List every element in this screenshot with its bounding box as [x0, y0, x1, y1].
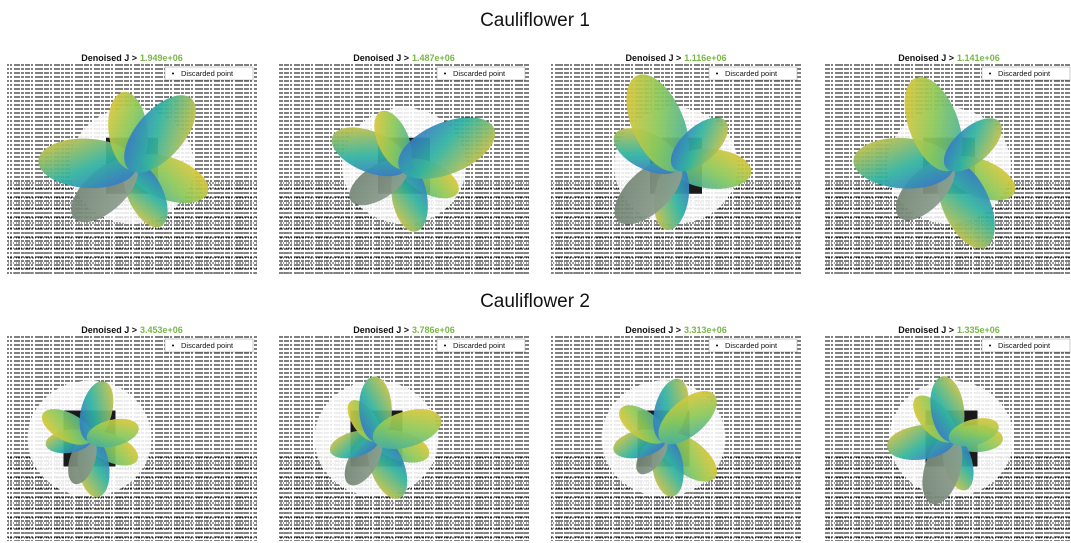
leaf	[943, 118, 1002, 172]
title-threshold: 1.335e+06	[957, 325, 1000, 335]
section-title: Cauliflower 2	[480, 291, 590, 312]
leaf	[658, 390, 717, 445]
legend: Discarded point	[981, 66, 1071, 81]
title-label: Denoised J >	[353, 325, 409, 335]
legend-box	[164, 66, 254, 81]
panel-title: Denoised J >1.335e+06	[898, 325, 1000, 335]
panel: Discarded point Denoised J >3.313e+06	[551, 325, 801, 541]
legend: Discarded point	[708, 66, 798, 81]
legend-box	[708, 66, 798, 81]
title-threshold: 1.487e+06	[412, 53, 455, 63]
leaf	[372, 409, 442, 450]
legend-marker	[716, 344, 718, 347]
legend-text: Discarded point	[998, 69, 1051, 78]
legend-marker	[172, 72, 174, 75]
title-threshold: 3.786e+06	[412, 325, 455, 335]
legend-text: Discarded point	[725, 341, 778, 350]
panel: Discarded point Denoised J >3.786e+06	[279, 325, 529, 541]
legend-marker	[172, 344, 174, 347]
title-threshold: 3.453e+06	[140, 325, 183, 335]
panel-title: Denoised J >1.949e+06	[81, 53, 183, 63]
panel-title: Denoised J >3.313e+06	[625, 325, 727, 335]
legend-box	[164, 338, 254, 353]
title-threshold: 1.116e+06	[684, 53, 726, 63]
title-threshold: 1.141e+06	[957, 53, 1000, 63]
point-cloud	[279, 336, 529, 541]
panel: Discarded point Denoised J >3.453e+06	[7, 325, 257, 541]
legend-marker	[989, 72, 991, 75]
legend: Discarded point	[164, 338, 254, 353]
legend-marker	[444, 72, 446, 75]
legend-box	[981, 66, 1071, 81]
leaf	[41, 409, 93, 445]
legend-box	[981, 338, 1071, 353]
panel: Discarded point Denoised J >1.487e+06	[279, 53, 529, 276]
leaf	[614, 159, 683, 225]
leaf	[38, 138, 137, 189]
panel-title: Denoised J >3.786e+06	[353, 325, 455, 335]
legend: Discarded point	[436, 66, 526, 81]
legend: Discarded point	[708, 338, 798, 353]
leaf	[930, 376, 965, 442]
legend-text: Discarded point	[725, 69, 778, 78]
title-label: Denoised J >	[353, 53, 409, 63]
legend-box	[436, 338, 526, 353]
panel-title: Denoised J >1.487e+06	[353, 53, 455, 63]
leaf	[904, 76, 963, 172]
leaf	[398, 117, 496, 179]
panel-title: Denoised J >1.141e+06	[898, 53, 1000, 63]
panel: Discarded point Denoised J >1.116e+06	[551, 53, 801, 276]
title-label: Denoised J >	[625, 53, 681, 63]
legend-text: Discarded point	[453, 69, 506, 78]
point-cloud	[7, 336, 257, 541]
legend: Discarded point	[164, 66, 254, 81]
section-title: Cauliflower 1	[480, 10, 590, 31]
title-label: Denoised J >	[625, 325, 681, 335]
panel: Discarded point Denoised J >1.335e+06	[824, 325, 1071, 541]
panel-title: Denoised J >3.453e+06	[81, 325, 183, 335]
legend-marker	[989, 344, 991, 347]
panel-title: Denoised J >1.116e+06	[625, 53, 726, 63]
leaf	[626, 74, 689, 172]
point-cloud	[824, 64, 1071, 276]
leaf	[124, 95, 196, 173]
legend-text: Discarded point	[181, 341, 234, 350]
panel: Discarded point Denoised J >1.949e+06	[7, 53, 257, 276]
title-label: Denoised J >	[81, 53, 137, 63]
leaf	[670, 117, 728, 172]
legend-text: Discarded point	[453, 341, 506, 350]
point-cloud	[279, 64, 529, 276]
legend-marker	[444, 344, 446, 347]
title-threshold: 3.313e+06	[684, 325, 727, 335]
title-label: Denoised J >	[898, 53, 954, 63]
legend-text: Discarded point	[998, 341, 1051, 350]
point-cloud	[551, 64, 801, 276]
point-cloud	[7, 64, 257, 276]
title-label: Denoised J >	[898, 325, 954, 335]
leaf	[948, 418, 999, 447]
leaf	[86, 418, 139, 448]
legend-box	[436, 66, 526, 81]
leaf	[619, 405, 668, 444]
legend-marker	[716, 72, 718, 75]
title-label: Denoised J >	[81, 325, 137, 335]
point-cloud	[824, 336, 1071, 541]
title-threshold: 1.949e+06	[140, 53, 183, 63]
legend: Discarded point	[981, 338, 1071, 353]
legend: Discarded point	[436, 338, 526, 353]
panel: Discarded point Denoised J >1.141e+06	[824, 53, 1071, 276]
legend-text: Discarded point	[181, 69, 234, 78]
legend-box	[708, 338, 798, 353]
point-cloud	[551, 336, 801, 541]
